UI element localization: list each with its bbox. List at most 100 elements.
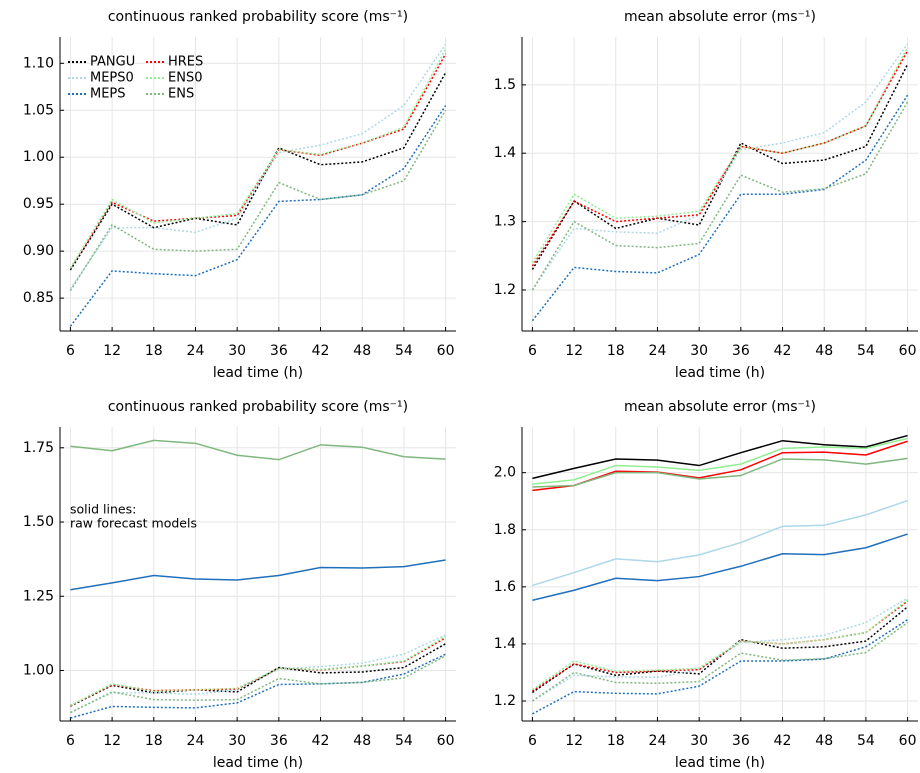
x-tick-label: 24	[187, 733, 205, 749]
x-tick-label: 18	[145, 733, 163, 749]
legend-label: ENS0	[168, 71, 202, 86]
x-tick-label: 48	[815, 733, 833, 749]
x-tick-label: 30	[228, 343, 246, 359]
series-line	[69, 44, 447, 290]
series-line	[70, 653, 446, 719]
x-tick-label: 18	[607, 343, 625, 359]
x-tick-label: 54	[857, 733, 875, 749]
series-line	[532, 499, 908, 587]
legend-label: MEPS0	[90, 71, 134, 86]
x-axis-label: lead time (h)	[213, 755, 303, 771]
subplot: continuous ranked probability score (ms⁻…	[23, 9, 456, 381]
series-line	[70, 637, 446, 707]
legend-label: ENS	[168, 87, 194, 102]
legend-label: MEPS	[90, 87, 126, 102]
y-tick-label: 1.3	[494, 214, 516, 230]
series-line	[531, 50, 909, 267]
x-tick-label: 36	[270, 343, 288, 359]
subplot-title: mean absolute error (ms⁻¹)	[624, 399, 816, 415]
x-tick-label: 54	[395, 343, 413, 359]
series-line	[531, 64, 909, 270]
x-tick-label: 60	[899, 343, 917, 359]
x-tick-label: 12	[565, 343, 583, 359]
x-tick-label: 18	[607, 733, 625, 749]
legend-label: HRES	[168, 55, 203, 70]
series-line	[531, 101, 909, 291]
series-line	[70, 655, 446, 714]
series-line	[531, 43, 909, 291]
series-line	[70, 439, 446, 461]
y-tick-label: 1.8	[494, 522, 516, 538]
subplot: mean absolute error (ms⁻¹) 6 12 18 24 30 36 42 4…	[494, 9, 918, 381]
x-tick-label: 48	[353, 733, 371, 749]
series-line	[531, 94, 909, 322]
y-tick-label: 1.5	[494, 77, 516, 93]
series-line	[531, 46, 909, 264]
series-line	[532, 437, 908, 485]
y-tick-label: 1.6	[494, 579, 516, 595]
x-tick-label: 42	[312, 733, 330, 749]
x-tick-label: 6	[528, 733, 537, 749]
x-axis-label: lead time (h)	[675, 365, 765, 381]
x-tick-label: 42	[774, 343, 792, 359]
y-tick-label: 2.0	[494, 465, 516, 481]
x-tick-label: 24	[649, 733, 667, 749]
x-tick-label: 6	[66, 343, 75, 359]
y-tick-label: 1.4	[494, 145, 516, 161]
series-line	[531, 606, 909, 694]
x-tick-label: 30	[690, 343, 708, 359]
y-tick-label: 1.50	[23, 514, 54, 530]
y-tick-label: 1.75	[23, 440, 54, 456]
subplot: mean absolute error (ms⁻¹) 6 12 18 24 30 36 42 4…	[494, 399, 918, 771]
subplot-title: continuous ranked probability score (ms⁻…	[108, 399, 408, 415]
series-line	[69, 53, 447, 269]
y-tick-label: 1.00	[23, 149, 54, 165]
x-tick-label: 12	[103, 343, 121, 359]
subplot-title: continuous ranked probability score (ms⁻…	[108, 9, 408, 25]
series-line	[70, 559, 446, 591]
series-line	[69, 48, 447, 269]
x-tick-label: 24	[649, 343, 667, 359]
y-tick-label: 1.00	[23, 663, 54, 679]
x-tick-label: 48	[815, 343, 833, 359]
series-line	[69, 109, 447, 292]
series-line	[70, 643, 446, 707]
x-tick-label: 54	[395, 733, 413, 749]
subplot: continuous ranked probability score (ms⁻…	[23, 399, 456, 771]
y-tick-label: 0.90	[23, 243, 54, 259]
x-tick-label: 24	[187, 343, 205, 359]
y-tick-label: 1.2	[494, 282, 516, 298]
legend-label: PANGU	[90, 55, 135, 70]
x-tick-label: 48	[353, 343, 371, 359]
series-line	[531, 621, 909, 702]
subplot-title: mean absolute error (ms⁻¹)	[624, 9, 816, 25]
x-tick-label: 18	[145, 343, 163, 359]
series-line	[532, 597, 908, 702]
x-tick-label: 42	[312, 343, 330, 359]
x-tick-label: 60	[899, 733, 917, 749]
series-line	[532, 533, 908, 601]
x-tick-label: 42	[774, 733, 792, 749]
series-line	[531, 599, 909, 691]
x-tick-label: 36	[270, 733, 288, 749]
x-tick-label: 6	[528, 343, 537, 359]
x-tick-label: 12	[103, 733, 121, 749]
x-tick-label: 30	[228, 733, 246, 749]
x-axis-label: lead time (h)	[213, 365, 303, 381]
x-tick-label: 6	[66, 733, 75, 749]
x-axis-label: lead time (h)	[675, 755, 765, 771]
series-line	[532, 434, 908, 480]
y-tick-label: 0.85	[23, 290, 54, 306]
y-tick-label: 1.05	[23, 102, 54, 118]
series-line	[532, 619, 908, 715]
annotation: solid lines:	[70, 502, 136, 517]
y-tick-label: 1.10	[23, 55, 54, 71]
x-tick-label: 12	[565, 733, 583, 749]
series-line	[69, 72, 447, 271]
series-line	[532, 457, 908, 488]
series-line	[70, 635, 446, 707]
y-tick-label: 0.95	[23, 196, 54, 212]
y-tick-label: 1.25	[23, 588, 54, 604]
series-line	[69, 105, 447, 327]
